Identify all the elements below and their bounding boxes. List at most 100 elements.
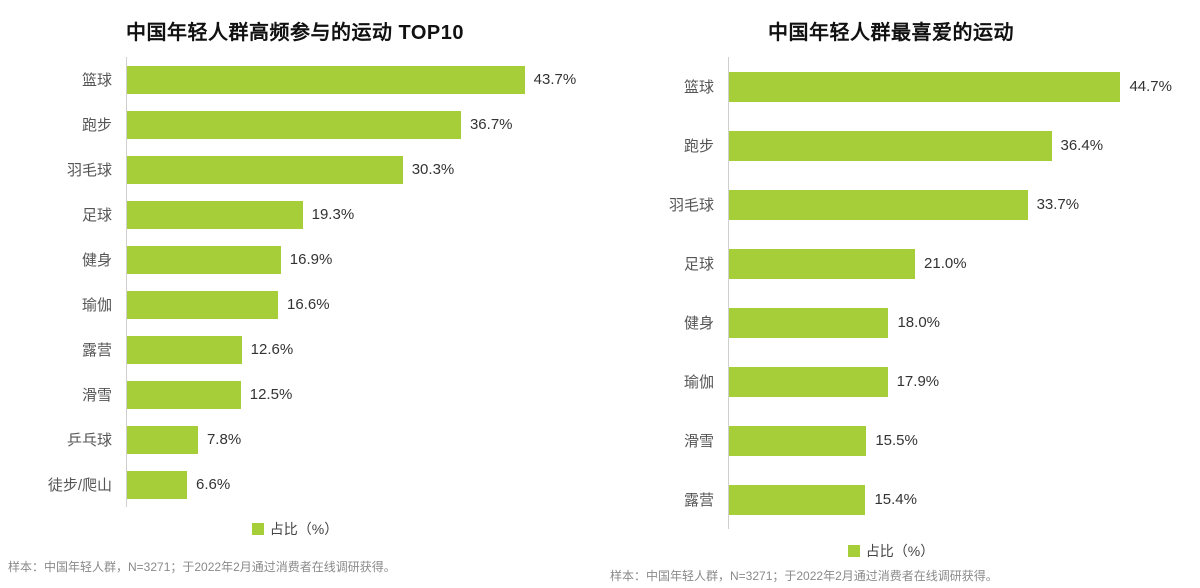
bar [729,484,866,515]
bar [729,130,1052,161]
chart-top10-participation: 中国年轻人群高频参与的运动 TOP10 篮球 43.7% 跑步 36.7% 羽毛球 30.… [0,0,600,585]
value-label: 21.0% [924,255,967,272]
chart-favorite-sports: 中国年轻人群最喜爱的运动 篮球 44.7% 跑步 36.4% 羽毛球 33.7% 足球 21.… [600,0,1200,585]
bar [729,71,1121,102]
bar-row: 健身 16.9% [8,237,582,282]
bar-area: 36.7% [126,102,582,147]
bar-row: 乒乓球 7.8% [8,417,582,462]
bar-area: 15.4% [728,470,1172,529]
bar-area: 6.6% [126,462,582,507]
legend: 占比（%） [610,541,1172,561]
category-label: 健身 [81,252,112,269]
bar-area: 21.0% [728,234,1172,293]
bar [127,155,403,184]
category-label: 乒乓球 [66,432,112,449]
bar-area: 15.5% [728,411,1172,470]
bar-row: 滑雪 15.5% [610,411,1172,470]
bar-area: 33.7% [728,175,1172,234]
bar [729,425,867,456]
legend-label: 占比（%） [269,521,339,537]
category-label: 滑雪 [683,433,714,450]
value-label: 7.8% [206,431,242,448]
category-label: 徒步/爬山 [47,477,112,494]
bar-area: 19.3% [126,192,582,237]
bar [127,335,242,364]
bar [729,189,1028,220]
bar-area: 30.3% [126,147,582,192]
category-label: 足球 [81,207,112,224]
bar-area: 43.7% [126,57,582,102]
footnote: 样本：中国年轻人群，N=3271；于2022年2月通过消费者在线调研获得。 [8,560,396,574]
bar-row: 羽毛球 30.3% [8,147,582,192]
value-label: 36.7% [469,116,513,133]
value-label: 16.6% [287,296,330,313]
bar-row: 足球 21.0% [610,234,1172,293]
bar [127,380,241,409]
bar [127,290,279,319]
bar-row: 羽毛球 33.7% [610,175,1172,234]
bar-area: 12.5% [126,372,582,417]
value-label: 33.7% [1036,196,1080,213]
bar-row: 健身 18.0% [610,293,1172,352]
bar [127,470,188,499]
bar-area: 18.0% [728,293,1172,352]
bar [127,245,281,274]
bar [729,366,888,397]
bar [729,307,889,338]
category-label: 露营 [683,492,714,509]
chart-title: 中国年轻人群高频参与的运动 TOP10 [125,22,465,44]
bar-area: 12.6% [126,327,582,372]
bar-row: 足球 19.3% [8,192,582,237]
category-label: 足球 [683,256,714,273]
category-label: 健身 [683,315,714,332]
bar-area: 7.8% [126,417,582,462]
bar-area: 16.6% [126,282,582,327]
value-label: 12.5% [249,386,293,403]
bar-area: 44.7% [728,57,1172,116]
chart-title: 中国年轻人群最喜爱的运动 [768,22,1014,44]
category-label: 羽毛球 [66,162,112,179]
legend: 占比（%） [8,519,582,539]
bar [127,65,525,94]
value-label: 19.3% [311,206,355,223]
category-label: 篮球 [683,79,714,96]
category-label: 跑步 [81,117,112,134]
legend-swatch-icon [847,545,860,557]
bar [729,248,916,279]
category-label: 滑雪 [81,387,112,404]
category-label: 跑步 [683,138,714,155]
bar-row: 瑜伽 16.6% [8,282,582,327]
legend-swatch-icon [251,523,264,535]
bar-row: 露营 12.6% [8,327,582,372]
category-label: 瑜伽 [81,297,112,314]
value-label: 18.0% [897,314,941,331]
value-label: 44.7% [1129,78,1172,95]
value-label: 16.9% [289,251,333,268]
bar-area: 36.4% [728,116,1172,175]
bar-row: 跑步 36.7% [8,102,582,147]
bar-row: 篮球 43.7% [8,57,582,102]
value-label: 30.3% [411,161,455,178]
value-label: 6.6% [196,476,231,493]
category-label: 羽毛球 [668,197,714,214]
bar-row: 徒步/爬山 6.6% [8,462,582,507]
bar-area: 16.9% [126,237,582,282]
value-label: 12.6% [250,341,294,358]
category-label: 瑜伽 [683,374,714,391]
value-label: 17.9% [896,373,940,390]
bar-row: 瑜伽 17.9% [610,352,1172,411]
bar-row: 滑雪 12.5% [8,372,582,417]
value-label: 43.7% [533,71,577,88]
bar-rows: 篮球 43.7% 跑步 36.7% 羽毛球 30.3% 足球 19.3% 健身 16.9% 瑜伽 16… [8,57,582,507]
footnote: 样本：中国年轻人群，N=3271；于2022年2月通过消费者在线调研获得。 [610,569,998,583]
value-label: 15.4% [874,491,917,508]
bar [127,110,461,139]
bar-area: 17.9% [728,352,1172,411]
legend-label: 占比（%） [865,543,935,559]
bar-row: 露营 15.4% [610,470,1172,529]
category-label: 露营 [81,342,112,359]
bar [127,200,303,229]
category-label: 篮球 [81,72,112,89]
bar-rows: 篮球 44.7% 跑步 36.4% 羽毛球 33.7% 足球 21.0% 健身 18.0% 瑜伽 17… [610,57,1172,529]
bar [127,425,198,454]
